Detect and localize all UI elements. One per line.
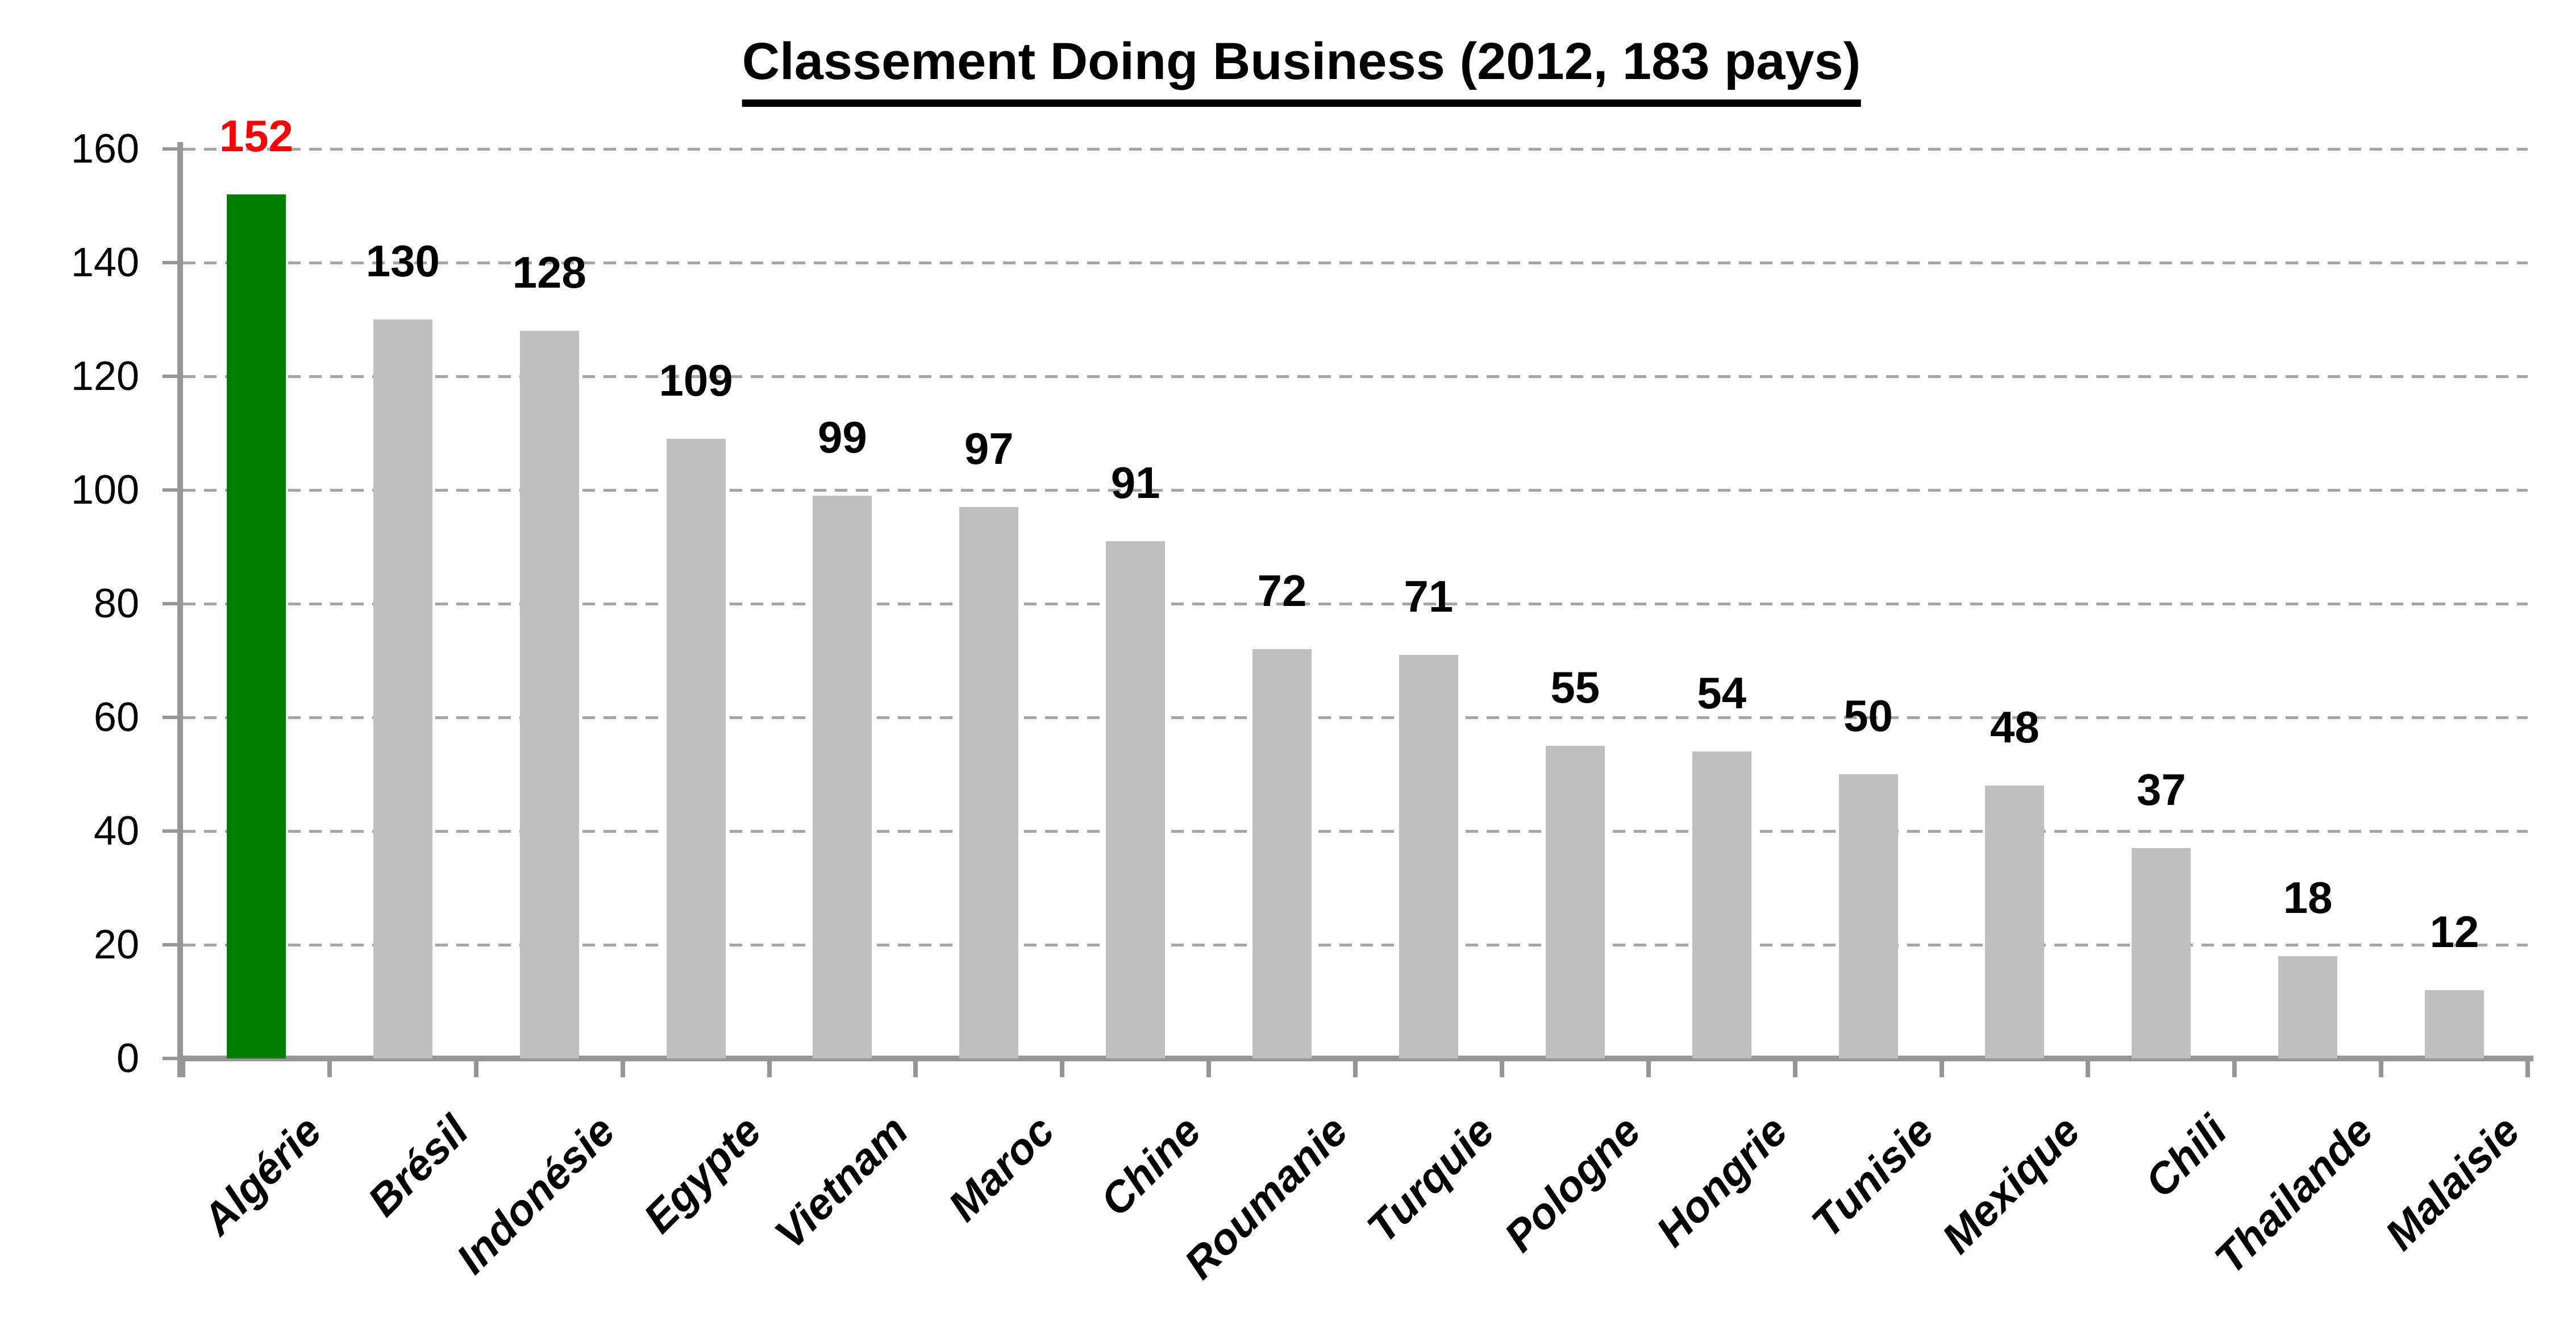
- y-tick: [163, 716, 177, 719]
- y-tick: [163, 602, 177, 605]
- x-category-label: Chine: [1091, 1106, 1210, 1226]
- bar-Thailande: [2278, 956, 2338, 1058]
- bar-value-label: 152: [219, 111, 293, 161]
- x-category-label: Turquie: [1358, 1106, 1504, 1252]
- x-category-label: Tunisie: [1802, 1106, 1944, 1247]
- bar-value-label: 91: [1110, 458, 1160, 508]
- gridline-100: [183, 489, 2528, 492]
- x-tick: [2232, 1058, 2237, 1077]
- bar-value-label: 37: [2136, 765, 2186, 815]
- bar-Chili: [2132, 848, 2191, 1058]
- bar-Tunisie: [1838, 774, 1898, 1058]
- bar-Egypte: [666, 439, 726, 1058]
- x-tick: [1206, 1058, 1212, 1077]
- bar-value-label: 97: [964, 423, 1014, 474]
- bar-value-label: 109: [659, 355, 733, 405]
- y-tick: [163, 829, 177, 833]
- x-category-label: Egypte: [634, 1106, 771, 1243]
- x-tick: [767, 1058, 772, 1077]
- x-category-label: Malaisie: [2376, 1106, 2529, 1260]
- gridline-160: [183, 148, 2528, 151]
- bar-Malaisie: [2425, 990, 2485, 1058]
- chart-title: Classement Doing Business (2012, 183 pay…: [742, 32, 1861, 107]
- bar-value-label: 18: [2283, 873, 2333, 923]
- x-tick: [2379, 1058, 2384, 1077]
- y-tick: [163, 488, 177, 492]
- x-category-label: Vietnam: [765, 1106, 917, 1259]
- x-category-label: Indonésie: [447, 1106, 625, 1284]
- y-tick-label: 40: [93, 808, 139, 854]
- bar-Indonésie: [519, 331, 579, 1058]
- bar-Mexique: [1985, 786, 2045, 1058]
- bar-value-label: 128: [512, 247, 586, 297]
- y-tick-label: 120: [70, 354, 139, 399]
- x-tick: [1060, 1058, 1065, 1077]
- x-category-label: Brésil: [358, 1106, 478, 1226]
- x-tick: [1499, 1058, 1504, 1077]
- y-tick: [163, 943, 177, 946]
- gridline-60: [183, 716, 2528, 719]
- bar-value-label: 50: [1843, 691, 1893, 741]
- bar-Turquie: [1399, 655, 1458, 1058]
- x-category-label: Chili: [2136, 1106, 2236, 1207]
- y-tick: [163, 147, 177, 151]
- y-tick-label: 80: [93, 581, 139, 626]
- bar-value-label: 12: [2429, 907, 2479, 957]
- bar-Hongrie: [1692, 751, 1751, 1058]
- bar-value-label: 72: [1257, 566, 1307, 616]
- bar-value-label: 55: [1550, 662, 1600, 712]
- x-tick: [913, 1058, 918, 1077]
- gridline-20: [183, 944, 2528, 946]
- y-tick-label: 140: [70, 240, 139, 285]
- y-tick-label: 160: [70, 126, 139, 172]
- bar-value-label: 130: [365, 236, 440, 286]
- bar-Roumanie: [1252, 649, 1312, 1058]
- bar-value-label: 48: [1990, 702, 2040, 752]
- y-axis-line: [177, 142, 183, 1077]
- x-category-label: Hongrie: [1647, 1106, 1797, 1256]
- x-tick: [1646, 1058, 1651, 1077]
- bar-Algérie: [226, 194, 286, 1058]
- bar-Vietnam: [813, 496, 872, 1058]
- x-tick: [2525, 1058, 2530, 1077]
- gridline-140: [183, 261, 2528, 264]
- y-tick: [163, 375, 177, 378]
- gridline-40: [183, 830, 2528, 833]
- gridline-120: [183, 375, 2528, 378]
- x-tick: [181, 1058, 185, 1077]
- x-category-label: Thailande: [2205, 1106, 2383, 1284]
- x-tick: [1353, 1058, 1358, 1077]
- y-tick-label: 20: [93, 922, 139, 968]
- y-tick-label: 60: [93, 695, 139, 740]
- y-tick: [163, 261, 177, 264]
- bar-Maroc: [959, 507, 1019, 1058]
- y-tick-label: 0: [116, 1036, 139, 1081]
- x-category-label: Algérie: [193, 1106, 331, 1244]
- bar-Pologne: [1545, 746, 1605, 1058]
- y-tick-label: 100: [70, 467, 139, 513]
- bar-value-label: 99: [818, 412, 867, 462]
- x-category-label: Pologne: [1495, 1106, 1650, 1261]
- gridline-80: [183, 603, 2528, 605]
- x-tick: [620, 1058, 625, 1077]
- x-tick: [327, 1058, 332, 1077]
- bar-value-label: 54: [1697, 668, 1747, 718]
- x-tick: [2086, 1058, 2091, 1077]
- x-tick: [1792, 1058, 1797, 1077]
- x-category-label: Mexique: [1933, 1106, 2090, 1263]
- bar-value-label: 71: [1404, 571, 1454, 621]
- y-tick: [163, 1057, 177, 1060]
- x-tick: [1939, 1058, 1944, 1077]
- bar-Chine: [1106, 541, 1166, 1058]
- bar-Brésil: [373, 319, 432, 1058]
- x-tick: [473, 1058, 478, 1077]
- x-category-label: Maroc: [939, 1106, 1064, 1231]
